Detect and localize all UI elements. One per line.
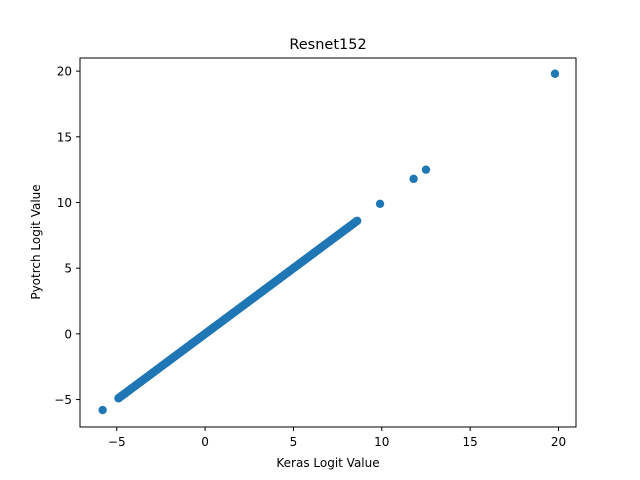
scatter-points	[98, 69, 560, 415]
scatter-point	[421, 165, 431, 174]
y-tick-label: 10	[57, 196, 72, 210]
x-tick-label: 0	[201, 435, 209, 449]
x-tick-label: 10	[374, 435, 389, 449]
y-axis: −5 0 5 10 15 20	[54, 65, 80, 407]
y-tick-label: 15	[57, 130, 72, 144]
y-tick-label: 20	[57, 65, 72, 79]
x-tick-label: −5	[108, 435, 126, 449]
y-tick-label: −5	[54, 393, 72, 407]
scatter-point	[98, 405, 107, 415]
x-tick-label: 15	[463, 435, 478, 449]
scatter-point	[375, 199, 385, 209]
x-axis-label: Keras Logit Value	[276, 456, 379, 470]
x-tick-label: 20	[551, 435, 566, 449]
y-tick-label: 0	[64, 327, 72, 341]
chart-title: Resnet152	[289, 37, 366, 53]
x-axis: −5 0 5 10 15 20	[108, 427, 566, 449]
scatter-point	[550, 69, 560, 78]
y-axis-label: Pyotrch Logit Value	[29, 184, 43, 299]
scatter-point	[352, 216, 362, 226]
x-tick-label: 5	[290, 435, 298, 449]
scatter-point	[409, 174, 418, 184]
plot-frame	[79, 57, 577, 428]
y-tick-label: 5	[64, 262, 72, 276]
